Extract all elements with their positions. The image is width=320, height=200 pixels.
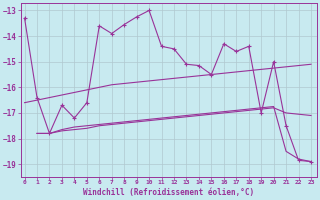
X-axis label: Windchill (Refroidissement éolien,°C): Windchill (Refroidissement éolien,°C) xyxy=(84,188,255,197)
